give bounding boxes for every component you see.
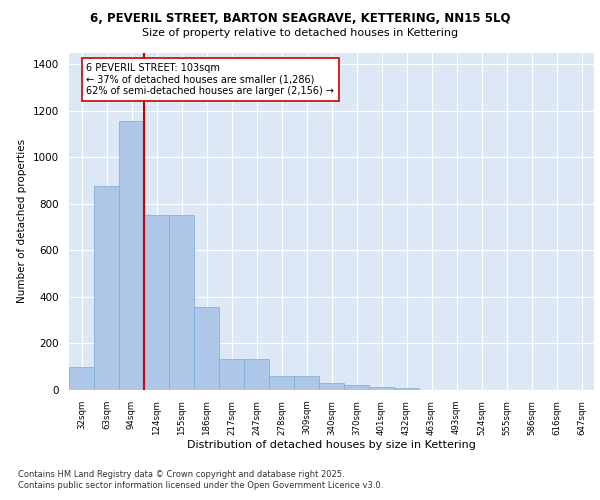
Bar	[69, 366, 94, 390]
Bar	[369, 386, 394, 390]
Bar	[294, 376, 319, 390]
Bar	[319, 384, 344, 390]
Bar	[144, 216, 169, 390]
Bar	[119, 121, 144, 390]
Bar	[344, 386, 369, 390]
Bar	[194, 308, 219, 390]
Text: Size of property relative to detached houses in Kettering: Size of property relative to detached ho…	[142, 28, 458, 38]
X-axis label: Distribution of detached houses by size in Kettering: Distribution of detached houses by size …	[187, 440, 476, 450]
Text: 6 PEVERIL STREET: 103sqm
← 37% of detached houses are smaller (1,286)
62% of sem: 6 PEVERIL STREET: 103sqm ← 37% of detach…	[86, 63, 335, 96]
Text: Contains public sector information licensed under the Open Government Licence v3: Contains public sector information licen…	[18, 481, 383, 490]
Bar	[244, 358, 269, 390]
Bar	[269, 376, 294, 390]
Bar	[219, 358, 244, 390]
Bar	[94, 186, 119, 390]
Bar	[169, 216, 194, 390]
Text: Contains HM Land Registry data © Crown copyright and database right 2025.: Contains HM Land Registry data © Crown c…	[18, 470, 344, 479]
Bar	[394, 388, 419, 390]
Y-axis label: Number of detached properties: Number of detached properties	[17, 139, 28, 304]
Text: 6, PEVERIL STREET, BARTON SEAGRAVE, KETTERING, NN15 5LQ: 6, PEVERIL STREET, BARTON SEAGRAVE, KETT…	[90, 12, 510, 26]
